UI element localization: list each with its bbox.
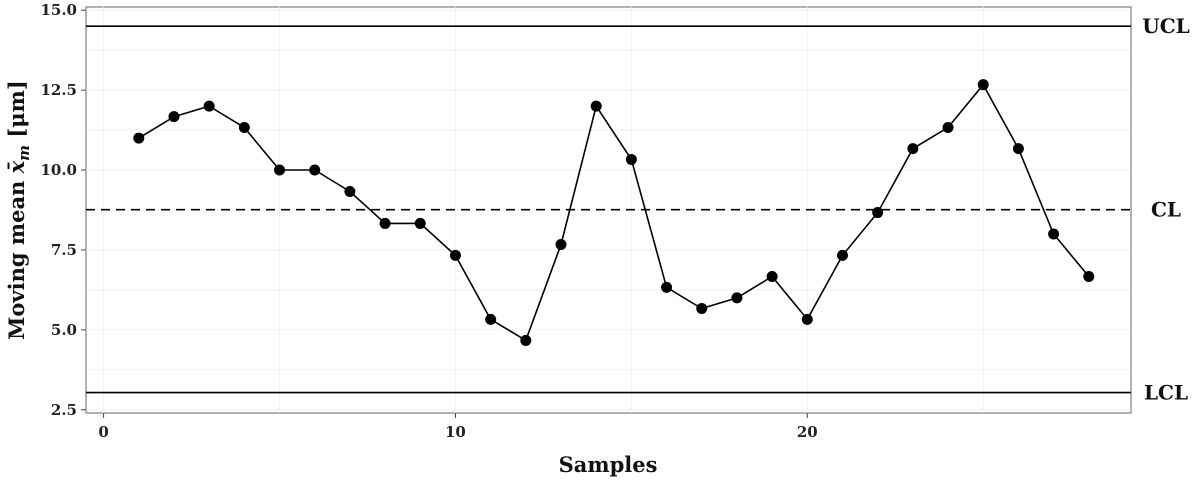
- data-point: [1048, 228, 1060, 240]
- data-point: [590, 100, 602, 112]
- y-tick-label: 15.0: [40, 1, 77, 19]
- data-point: [555, 239, 567, 251]
- data-point: [449, 249, 461, 261]
- data-point: [625, 153, 637, 165]
- data-point: [1012, 143, 1024, 155]
- data-point: [766, 270, 778, 282]
- data-point: [661, 281, 673, 293]
- data-point: [203, 100, 215, 112]
- data-point: [274, 164, 286, 176]
- series-line: [138, 83, 1090, 342]
- axes: 2.5 5.0 7.5 10.0 12.5 15.0 0 10 20: [40, 1, 817, 441]
- data-point: [168, 111, 180, 123]
- y-axis-title: Moving mean x̄m [μm]: [4, 80, 33, 340]
- data-point: [379, 217, 391, 229]
- control-limits: [86, 25, 1131, 394]
- y-tick-label: 2.5: [51, 401, 77, 419]
- data-point: [907, 143, 919, 155]
- data-point: [836, 249, 848, 261]
- y-tick-label: 7.5: [51, 241, 77, 259]
- data-series: [133, 79, 1095, 346]
- data-point: [1083, 270, 1095, 282]
- y-tick-label: 10.0: [40, 161, 77, 179]
- data-point: [520, 334, 532, 346]
- control-limit-label-ucl: UCL: [1142, 14, 1189, 38]
- data-point: [485, 313, 497, 325]
- data-point: [133, 132, 145, 144]
- data-point: [977, 79, 989, 91]
- y-axis-title-main: Moving mean: [4, 173, 29, 339]
- y-axis-title-symbol: x̄: [4, 160, 29, 174]
- y-tick-label: 12.5: [40, 81, 77, 99]
- x-axis-title: Samples: [559, 452, 658, 477]
- data-point: [414, 217, 426, 229]
- data-point: [731, 292, 743, 304]
- x-tick-label: 20: [797, 423, 818, 441]
- data-point: [309, 164, 321, 176]
- control-limit-label-cl: CL: [1151, 198, 1181, 222]
- control-limit-labels: UCL CL LCL: [1142, 14, 1189, 404]
- x-tick-label: 0: [98, 423, 108, 441]
- x-tick-label: 10: [445, 423, 466, 441]
- data-point: [942, 122, 954, 134]
- data-point: [801, 313, 813, 325]
- control-limit-label-lcl: LCL: [1144, 381, 1188, 405]
- data-point: [872, 207, 884, 219]
- y-tick-label: 5.0: [51, 321, 77, 339]
- data-point: [238, 122, 250, 134]
- data-point: [344, 185, 356, 197]
- y-axis-title-subscript: m: [15, 145, 33, 161]
- data-point: [696, 302, 708, 314]
- y-axis-title-unit: [μm]: [4, 80, 29, 145]
